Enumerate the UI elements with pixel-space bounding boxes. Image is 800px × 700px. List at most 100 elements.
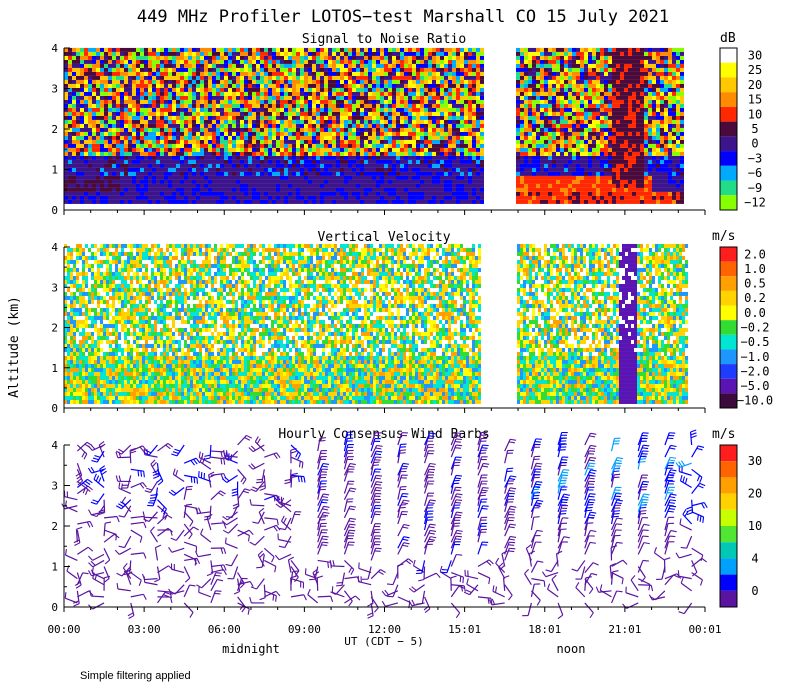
snr-cell (76, 67, 80, 72)
snr-cell (588, 127, 592, 132)
snr-cell (440, 79, 444, 84)
snr-cell (520, 63, 524, 68)
snr-cell (456, 199, 460, 204)
snr-cell (600, 195, 604, 200)
snr-cell (412, 107, 416, 112)
snr-cell (316, 63, 320, 68)
snr-cell (244, 195, 248, 200)
snr-cell (428, 95, 432, 100)
snr-cell (404, 127, 408, 132)
snr-cell (344, 179, 348, 184)
snr-cell (516, 111, 520, 116)
snr-cell (344, 59, 348, 64)
snr-cell (296, 131, 300, 136)
snr-cell (316, 163, 320, 168)
snr-cell (232, 119, 236, 124)
snr-cell (476, 119, 480, 124)
snr-cell (144, 47, 148, 52)
snr-cell (328, 83, 332, 88)
snr-cell (392, 151, 396, 156)
snr-cell (220, 67, 224, 72)
snr-cell (564, 167, 568, 172)
snr-cell (120, 151, 124, 156)
snr-cell (260, 183, 264, 188)
snr-cell (376, 147, 380, 152)
snr-cell (192, 47, 196, 52)
snr-cell (328, 115, 332, 120)
snr-cell (404, 135, 408, 140)
snr-cell (420, 155, 424, 160)
snr-cell (468, 131, 472, 136)
snr-cell (272, 107, 276, 112)
snr-cell (196, 139, 200, 144)
snr-cell (224, 183, 228, 188)
snr-cell (420, 63, 424, 68)
snr-cell (120, 107, 124, 112)
snr-cell (540, 163, 544, 168)
snr-cell (288, 115, 292, 120)
snr-cell (132, 95, 136, 100)
snr-cell (448, 91, 452, 96)
snr-cell (524, 151, 528, 156)
snr-cell (360, 143, 364, 148)
snr-cell (384, 179, 388, 184)
snr-cell (188, 179, 192, 184)
snr-cell (392, 187, 396, 192)
snr-cell (140, 159, 144, 164)
snr-cell (192, 99, 196, 104)
snr-cell (76, 71, 80, 76)
snr-cell (76, 111, 80, 116)
snr-cell (568, 119, 572, 124)
snr-cell (112, 191, 116, 196)
snr-cell (380, 83, 384, 88)
snr-cell (516, 195, 520, 200)
snr-cell (472, 199, 476, 204)
snr-cell (412, 47, 416, 52)
snr-cell (452, 187, 456, 192)
snr-cell (316, 199, 320, 204)
snr-cell (548, 135, 552, 140)
snr-cell (120, 103, 124, 108)
snr-cell (440, 195, 444, 200)
snr-cell (160, 123, 164, 128)
snr-cell (584, 107, 588, 112)
snr-cell (344, 139, 348, 144)
snr-cell (576, 135, 580, 140)
snr-cell (584, 171, 588, 176)
snr-cell (328, 51, 332, 56)
snr-cell (76, 87, 80, 92)
snr-cell (104, 123, 108, 128)
snr-cell (532, 87, 536, 92)
snr-cell (448, 79, 452, 84)
snr-cell (444, 167, 448, 172)
snr-cell (324, 183, 328, 188)
snr-cell (328, 87, 332, 92)
snr-cell (236, 163, 240, 168)
snr-cell (544, 163, 548, 168)
snr-cell (576, 131, 580, 136)
snr-cell (364, 51, 368, 56)
snr-cell (460, 115, 464, 120)
snr-cell (188, 199, 192, 204)
snr-cell (220, 91, 224, 96)
snr-cell (580, 115, 584, 120)
snr-cell (516, 179, 520, 184)
snr-cell (356, 199, 360, 204)
snr-cell (352, 63, 356, 68)
snr-cell (144, 83, 148, 88)
snr-cell (432, 179, 436, 184)
snr-cell (236, 171, 240, 176)
snr-cell (520, 119, 524, 124)
snr-cell (324, 147, 328, 152)
snr-cell (156, 127, 160, 132)
snr-cell (160, 59, 164, 64)
snr-cell (560, 151, 564, 156)
snr-cell (544, 75, 548, 80)
snr-cell (452, 115, 456, 120)
snr-cell (248, 187, 252, 192)
snr-cell (568, 123, 572, 128)
snr-cell (432, 107, 436, 112)
snr-cell (552, 107, 556, 112)
snr-cell (140, 55, 144, 60)
snr-cell (276, 131, 280, 136)
